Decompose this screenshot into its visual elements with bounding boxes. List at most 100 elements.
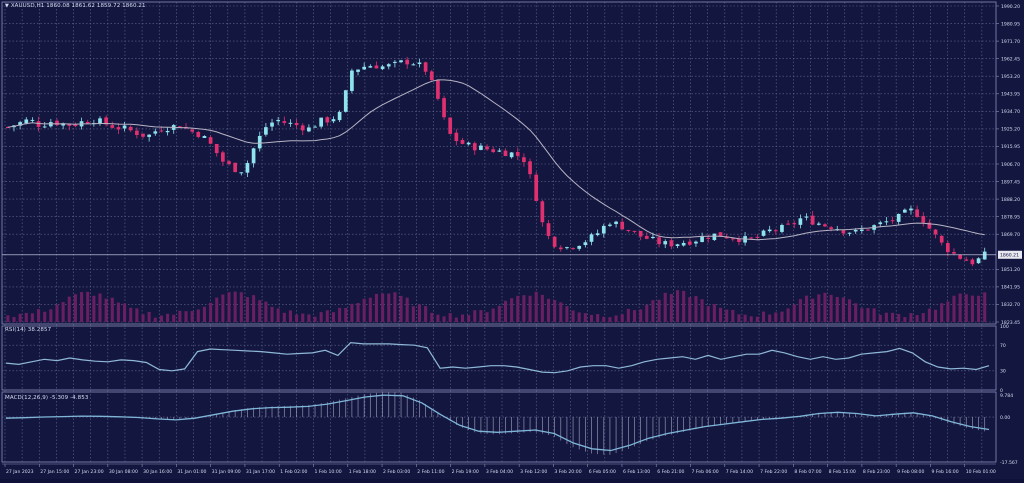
candle-body xyxy=(927,222,932,229)
candle-body xyxy=(42,126,47,128)
time-tick-label: 7 Feb 06:00 xyxy=(692,469,719,475)
candle-body xyxy=(675,244,680,246)
time-tick-label: 30 Jan 08:00 xyxy=(109,469,138,475)
candle-body xyxy=(620,221,625,230)
candle-body xyxy=(202,136,207,138)
candle-body xyxy=(30,119,35,121)
candle-body xyxy=(49,122,53,127)
candle-body xyxy=(730,238,735,240)
candle-body xyxy=(718,232,723,237)
time-tick-label: 10 Feb 01:00 xyxy=(966,469,996,475)
candle-body xyxy=(251,148,256,164)
candle-body xyxy=(214,143,219,154)
candle-body xyxy=(300,125,305,131)
time-tick-label: 27 Jan 15:00 xyxy=(40,469,69,475)
candle-body xyxy=(773,230,778,232)
candle-body xyxy=(909,208,913,211)
candle-body xyxy=(307,127,311,132)
candle-body xyxy=(368,66,373,68)
candle-body xyxy=(393,61,397,63)
price-tick-label: 1823.45 xyxy=(1001,320,1020,326)
candle-body xyxy=(632,230,637,232)
price-axis: 1990.20 1980.95 1971.70 1962.45 1953.20 1943.… xyxy=(996,4,1022,326)
candle-body xyxy=(448,117,453,134)
candle-body xyxy=(454,132,459,142)
candle-body xyxy=(841,230,846,234)
rsi-pane-frame xyxy=(1,325,997,391)
candle-body xyxy=(601,225,606,234)
rsi-label: RSI(14) 38.2857 xyxy=(5,327,52,333)
time-tick-label: 31 Jan 01:00 xyxy=(177,469,206,475)
candle-body xyxy=(282,121,287,123)
candle-body xyxy=(933,229,938,235)
candle-body xyxy=(694,241,698,244)
candle-body xyxy=(386,64,391,67)
candle-body xyxy=(264,127,268,135)
current-price-label: 1860.21 xyxy=(1000,253,1019,259)
candle-body xyxy=(239,172,244,174)
price-tick-label: 1851.20 xyxy=(1001,267,1020,273)
time-tick-label: 1 Feb 10:00 xyxy=(314,469,341,475)
candle-body xyxy=(945,243,950,253)
candle-body xyxy=(429,71,434,81)
rsi-tick-label: 100 xyxy=(1000,324,1009,330)
price-tick-label: 1953.20 xyxy=(1001,74,1020,80)
candle-body xyxy=(485,146,489,150)
time-tick-label: 9 Feb 08:00 xyxy=(897,469,924,475)
candle-body xyxy=(823,224,827,227)
candle-body xyxy=(952,252,956,254)
time-tick-label: 2 Feb 19:00 xyxy=(452,469,479,475)
candle-body xyxy=(681,242,686,246)
candle-body xyxy=(497,150,502,152)
price-tick-label: 1888.20 xyxy=(1001,197,1020,203)
candle-body xyxy=(165,130,170,133)
candle-body xyxy=(939,235,944,243)
candle-body xyxy=(767,229,772,232)
candle-body xyxy=(294,122,299,126)
price-tick-label: 1925.20 xyxy=(1001,127,1020,133)
candle-body xyxy=(657,237,661,245)
candle-body xyxy=(270,122,274,127)
candle-body xyxy=(651,236,655,239)
candle-body xyxy=(227,161,231,164)
candle-body xyxy=(706,237,711,239)
time-tick-label: 2 Feb 11:00 xyxy=(417,469,444,475)
price-tick-label: 1980.95 xyxy=(1001,21,1020,27)
candle-body xyxy=(257,135,262,149)
candle-body xyxy=(405,59,410,65)
candle-body xyxy=(565,247,569,249)
candle-body xyxy=(859,229,864,231)
time-tick-label: 3 Feb 20:00 xyxy=(554,469,581,475)
time-tick-label: 1 Feb 02:00 xyxy=(280,469,307,475)
candle-body xyxy=(135,130,139,135)
macd-label: MACD(12,26,9) -5.309 -4.853 xyxy=(5,395,89,401)
candle-body xyxy=(221,152,225,162)
candle-body xyxy=(380,66,385,70)
price-tick-label: 1897.45 xyxy=(1001,179,1020,185)
candle-body xyxy=(890,220,895,222)
candle-body xyxy=(319,117,324,127)
candle-body xyxy=(122,125,127,129)
candle-body xyxy=(276,119,281,122)
candle-body xyxy=(85,121,90,124)
price-tick-label: 1869.70 xyxy=(1001,232,1020,238)
candle-body xyxy=(325,117,330,123)
candle-body xyxy=(958,254,962,259)
candle-body xyxy=(552,236,557,247)
candle-body xyxy=(362,66,367,70)
price-tick-label: 1934.70 xyxy=(1001,109,1020,115)
rsi-tick-label: 30 xyxy=(1000,369,1006,375)
candle-body xyxy=(466,142,471,145)
candle-body xyxy=(626,229,631,231)
macd-axis: 9.784 0.00 -17.567 xyxy=(1000,393,1018,466)
candle-body xyxy=(141,133,145,137)
candle-body xyxy=(737,239,741,242)
time-tick-label: 27 Jan 23:00 xyxy=(75,469,104,475)
candle-body xyxy=(36,121,41,127)
candle-body xyxy=(798,218,803,225)
triangle-down-icon[interactable]: ▼ xyxy=(5,3,9,9)
time-tick-label: 7 Feb 14:00 xyxy=(726,469,753,475)
price-tick-label: 1906.70 xyxy=(1001,162,1020,168)
